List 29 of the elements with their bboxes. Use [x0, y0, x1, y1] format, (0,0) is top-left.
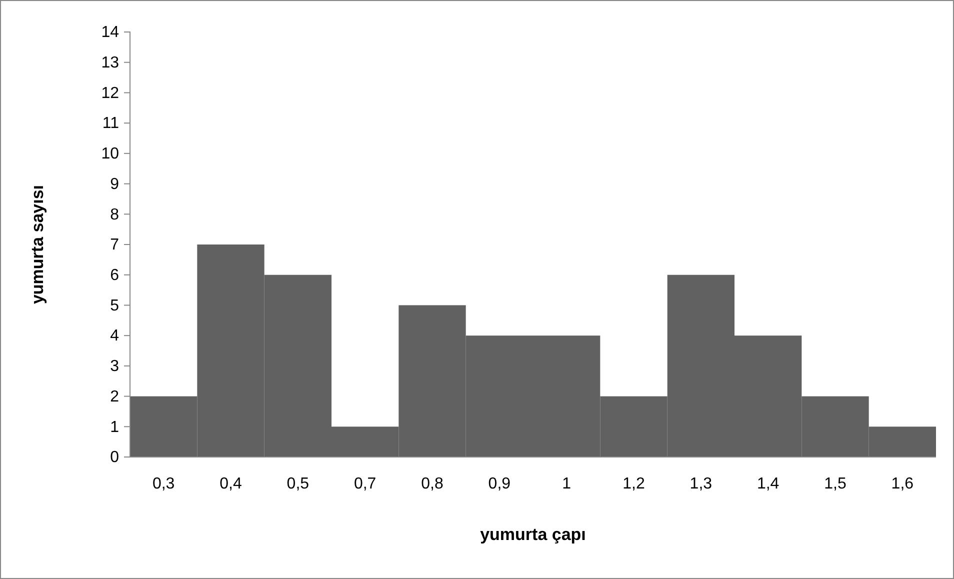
- x-axis-title: yumurta çapı: [480, 525, 586, 544]
- x-tick-label: 1,3: [690, 475, 712, 492]
- x-tick-label: 0,8: [421, 475, 444, 492]
- x-tick-label: 0,3: [152, 475, 175, 492]
- x-tick-label: 1,6: [891, 475, 914, 492]
- y-axis-title: yumurta sayısı: [28, 184, 47, 304]
- y-tick-label: 3: [110, 358, 120, 376]
- x-tick-label: 1,2: [622, 475, 645, 492]
- y-tick-label: 9: [110, 176, 120, 193]
- y-tick-label: 14: [101, 24, 120, 42]
- x-tick-label: 0,5: [286, 475, 310, 492]
- y-tick-label: 12: [101, 84, 120, 102]
- y-tick-label: 7: [110, 236, 120, 254]
- x-tick-label: 0,9: [488, 475, 511, 492]
- y-tick-label: 8: [110, 206, 120, 224]
- y-tick-label: 0: [110, 449, 120, 466]
- y-tick-label: 2: [110, 388, 120, 406]
- x-tick-label: 1: [562, 475, 572, 492]
- y-tick-label: 11: [102, 115, 120, 132]
- y-tick-label: 10: [101, 146, 120, 163]
- x-tick-label: 0,7: [354, 475, 376, 492]
- y-tick-label: 13: [101, 54, 120, 72]
- y-tick-label: 1: [110, 418, 120, 436]
- y-tick-label: 5: [110, 297, 120, 314]
- x-tick-label: 1,4: [756, 475, 780, 492]
- y-tick-label: 6: [110, 266, 120, 284]
- x-tick-label: 0,4: [220, 475, 242, 492]
- x-tick-label: 1,5: [824, 475, 846, 492]
- y-tick-label: 4: [110, 328, 120, 345]
